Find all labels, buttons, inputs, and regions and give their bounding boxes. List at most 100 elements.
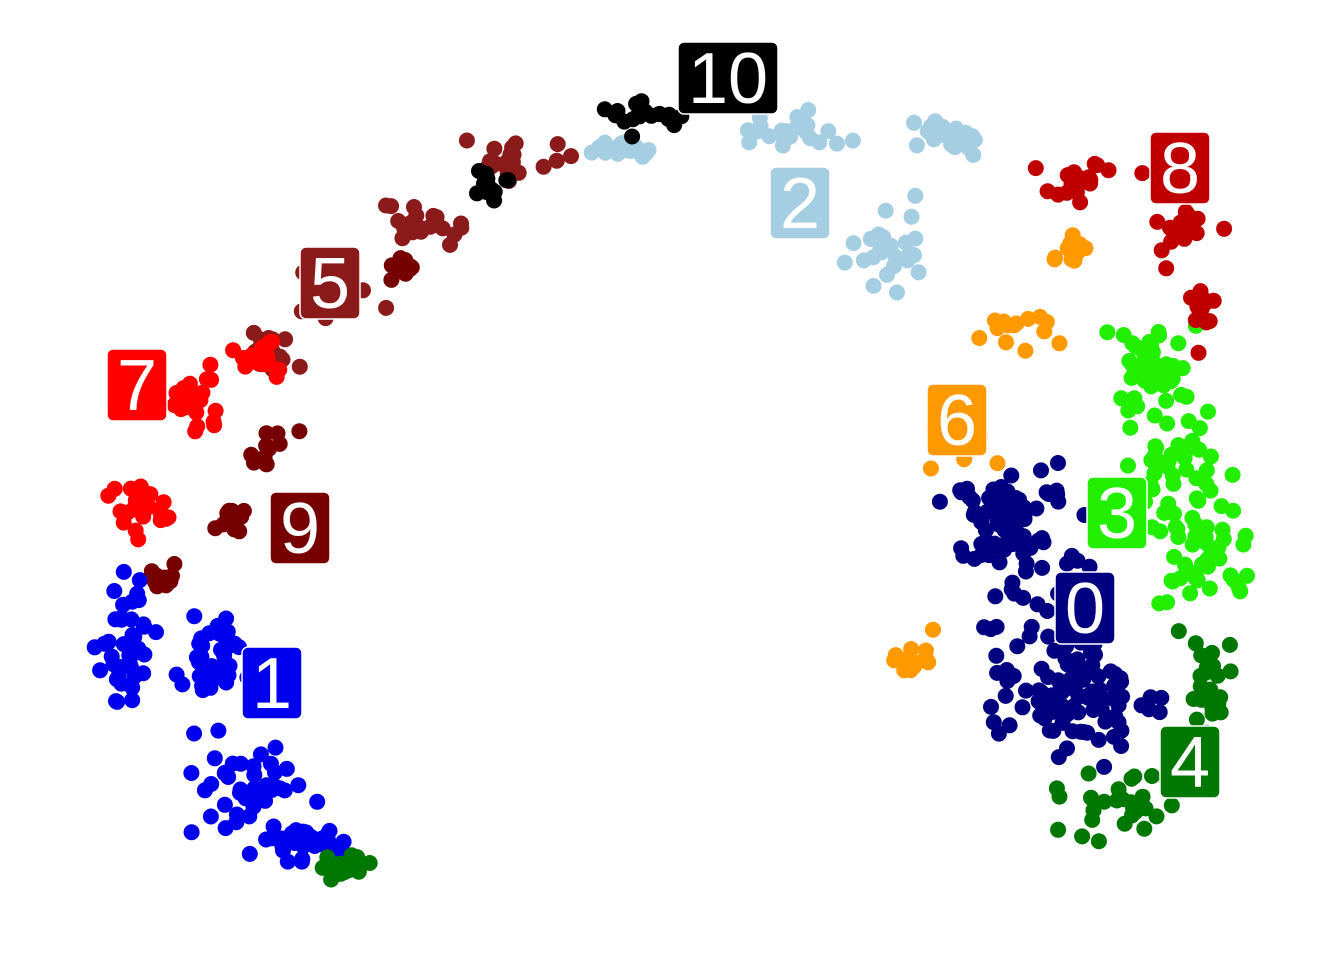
point-cluster-6 <box>1032 308 1049 325</box>
point-cluster-0 <box>1050 749 1067 766</box>
point-cluster-6 <box>989 455 1006 472</box>
point-cluster-3 <box>1198 519 1215 536</box>
point-cluster-3 <box>1158 356 1175 373</box>
point-cluster-1 <box>108 671 125 688</box>
point-cluster-1 <box>335 833 352 850</box>
cluster-label-box-8 <box>1149 131 1211 205</box>
point-cluster-9 <box>233 508 250 525</box>
point-cluster-3 <box>1202 482 1219 499</box>
cluster-label-box-2 <box>769 166 831 240</box>
cluster-label-text-5: 5 <box>310 244 350 324</box>
point-cluster-2 <box>741 134 758 151</box>
point-cluster-3 <box>1180 413 1197 430</box>
point-cluster-2 <box>935 127 952 143</box>
point-cluster-0 <box>1096 758 1113 775</box>
point-cluster-9 <box>383 257 400 274</box>
point-cluster-2 <box>761 128 778 145</box>
point-cluster-1 <box>86 639 103 656</box>
point-cluster-9 <box>143 563 160 580</box>
point-cluster-1 <box>135 665 152 682</box>
cluster-label-10: 10 <box>677 39 779 119</box>
point-cluster-7 <box>198 371 215 388</box>
point-cluster-9 <box>162 573 179 590</box>
point-cluster-3 <box>1214 521 1231 538</box>
point-cluster-5 <box>378 299 395 316</box>
point-cluster-2 <box>887 248 904 265</box>
point-cluster-0 <box>1050 455 1066 471</box>
point-cluster-2 <box>836 254 853 271</box>
point-cluster-1 <box>203 776 220 792</box>
point-cluster-3 <box>1158 392 1175 409</box>
point-cluster-1 <box>200 667 217 684</box>
point-cluster-9 <box>258 437 275 454</box>
point-cluster-1 <box>122 659 139 676</box>
point-cluster-1 <box>252 746 269 763</box>
point-cluster-0 <box>1015 528 1032 545</box>
point-cluster-3 <box>1113 390 1130 407</box>
point-cluster-6 <box>1047 249 1064 266</box>
point-cluster-4 <box>1187 635 1204 652</box>
point-cluster-4 <box>1127 804 1144 821</box>
point-cluster-7 <box>271 361 288 378</box>
point-cluster-1 <box>135 616 152 633</box>
point-cluster-3 <box>1164 467 1181 484</box>
point-cluster-0 <box>1018 682 1034 699</box>
point-cluster-7 <box>129 501 146 518</box>
point-cluster-0 <box>1028 500 1045 517</box>
point-cluster-5 <box>486 140 503 157</box>
point-cluster-5 <box>404 221 421 238</box>
point-cluster-1 <box>216 764 233 781</box>
cluster-label-box-0 <box>1054 571 1116 645</box>
cluster-label-text-7: 7 <box>117 346 157 426</box>
cluster-label-box-1 <box>241 646 303 720</box>
point-cluster-1 <box>275 842 291 859</box>
point-cluster-1 <box>131 572 148 589</box>
point-cluster-9 <box>166 556 183 572</box>
point-cluster-10 <box>479 176 496 193</box>
point-cluster-1 <box>136 646 153 663</box>
point-cluster-2 <box>865 277 882 294</box>
point-cluster-10 <box>471 163 487 179</box>
point-cluster-3 <box>1126 390 1143 407</box>
point-cluster-0 <box>1085 702 1102 718</box>
point-cluster-0 <box>1059 555 1075 572</box>
point-cluster-0 <box>1104 690 1121 707</box>
point-cluster-0 <box>1107 708 1124 725</box>
point-cluster-1 <box>306 838 323 854</box>
point-cluster-7 <box>130 531 147 548</box>
point-cluster-4 <box>1163 797 1180 814</box>
point-cluster-5 <box>563 148 579 165</box>
point-cluster-7 <box>138 485 155 502</box>
point-cluster-8 <box>1089 157 1106 174</box>
point-cluster-0 <box>1084 657 1101 674</box>
point-cluster-4 <box>1198 659 1215 676</box>
point-cluster-1 <box>148 624 164 641</box>
point-cluster-3 <box>1235 536 1252 553</box>
point-cluster-1 <box>100 633 117 650</box>
point-cluster-1 <box>232 781 249 798</box>
cluster-label-text-4: 4 <box>1170 723 1210 803</box>
point-cluster-1 <box>293 836 310 853</box>
point-cluster-9 <box>219 511 236 528</box>
point-cluster-4 <box>1048 780 1065 797</box>
point-cluster-6 <box>925 621 941 638</box>
point-cluster-1 <box>219 623 236 640</box>
point-cluster-0 <box>1009 638 1026 655</box>
point-cluster-9 <box>149 578 166 595</box>
point-cluster-4 <box>1212 689 1229 706</box>
cluster-label-8: 8 <box>1149 129 1211 209</box>
point-cluster-4 <box>1074 828 1091 845</box>
point-cluster-0 <box>988 618 1005 635</box>
point-cluster-5 <box>291 358 308 375</box>
point-cluster-2 <box>855 252 872 269</box>
point-cluster-7 <box>262 334 279 350</box>
point-cluster-0 <box>1045 722 1062 739</box>
cluster-label-3: 3 <box>1086 474 1148 554</box>
point-cluster-1 <box>92 662 109 679</box>
point-cluster-9 <box>256 449 273 466</box>
point-cluster-0 <box>988 498 1004 515</box>
point-cluster-10 <box>616 113 633 130</box>
point-cluster-8 <box>1070 176 1087 193</box>
point-cluster-3 <box>1232 583 1249 600</box>
point-cluster-3 <box>1122 419 1139 436</box>
